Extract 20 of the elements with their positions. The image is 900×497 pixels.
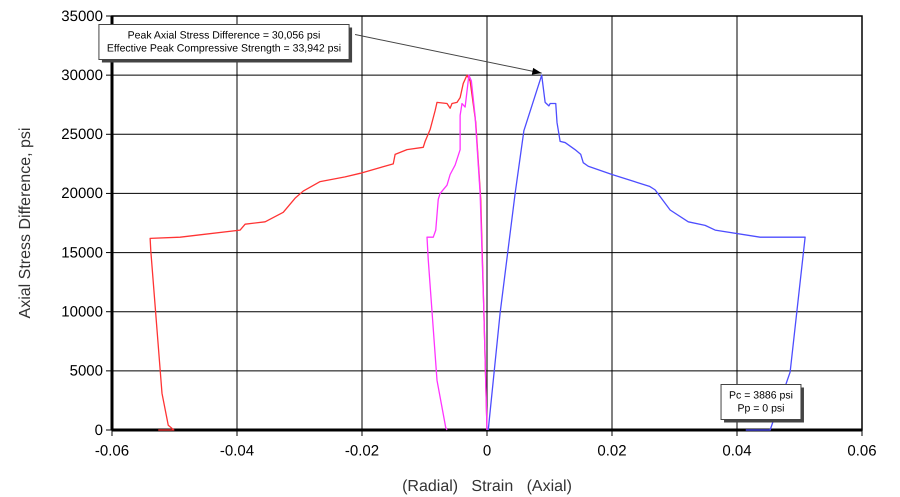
y-tick-label: 0 (94, 422, 103, 439)
x-tick-label: 0.04 (722, 442, 752, 460)
y-tick-label: 10000 (61, 304, 103, 321)
x-tick-label: -0.02 (344, 442, 380, 460)
y-tick-label: 35000 (61, 8, 103, 25)
annotation: Peak Axial Stress Difference = 30,056 psi Effective Peak Compressive Strength = 33,942 psi (106, 30, 342, 54)
y-axis-title: Axial Stress Difference, psi (17, 128, 34, 318)
annotation: Pc = 3886 psi Pp = 0 psi (729, 390, 793, 414)
x-tick-label: -0.06 (94, 442, 130, 460)
line-series (426, 74, 488, 431)
y-tick-label: 5000 (70, 362, 103, 380)
y-tick-label: 30000 (61, 66, 103, 84)
y-tick-label: 15000 (61, 244, 103, 262)
y-tick-label: 25000 (61, 126, 103, 144)
y-tick-label: 20000 (61, 185, 103, 202)
x-axis-title: (Radial) Strain (Axial) (402, 478, 572, 495)
x-tick-label: 0 (482, 442, 492, 460)
x-tick-label: 0.02 (597, 442, 627, 460)
x-tick-label: 0.06 (847, 442, 877, 460)
x-tick-label: -0.04 (220, 442, 254, 460)
